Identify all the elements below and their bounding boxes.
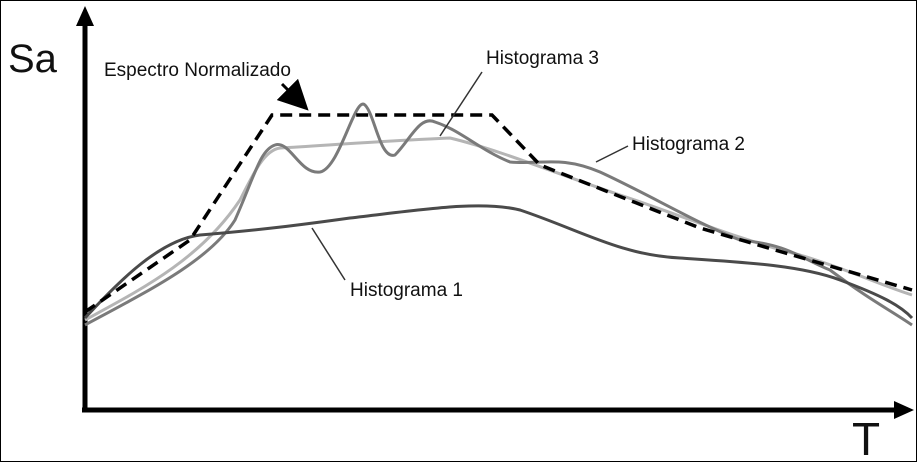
pointer bbox=[311, 227, 346, 281]
normalized-spectrum bbox=[84, 113, 913, 314]
pointer bbox=[439, 71, 483, 137]
label: Histograma 3 bbox=[486, 48, 599, 69]
y-arrow bbox=[76, 6, 94, 26]
label: Espectro Normalizado bbox=[104, 60, 291, 81]
histogram-1-curve bbox=[83, 204, 914, 320]
x-axis-label: T bbox=[852, 413, 880, 462]
y-axis-label: Sa bbox=[8, 37, 58, 81]
label: Histograma 2 bbox=[632, 134, 745, 155]
pointer bbox=[595, 145, 629, 163]
x-arrow bbox=[894, 401, 914, 419]
label: Histograma 1 bbox=[350, 280, 463, 301]
pointer bbox=[276, 78, 309, 111]
